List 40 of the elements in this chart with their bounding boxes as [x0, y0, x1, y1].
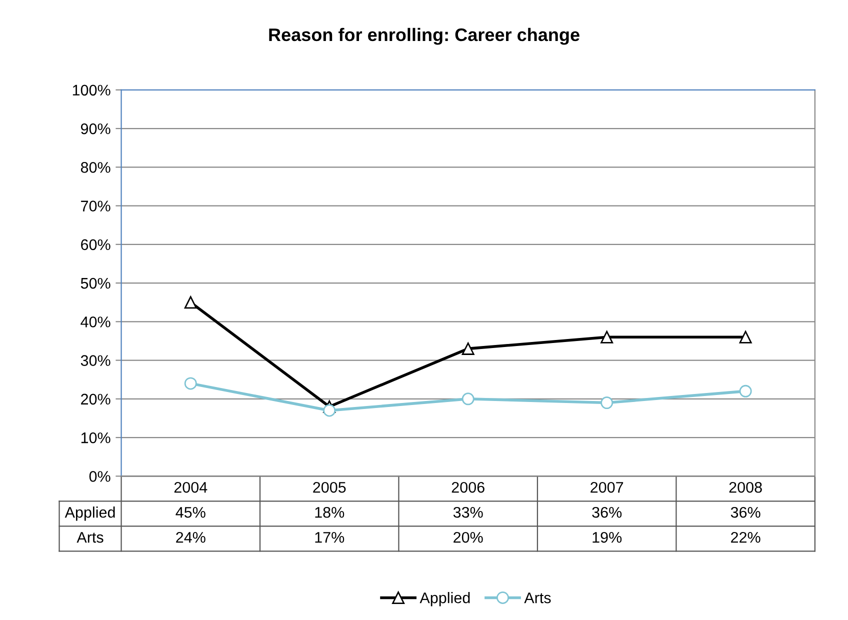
y-tick-label: 10% — [81, 432, 110, 444]
y-tick-label: 90% — [80, 123, 110, 134]
point — [323, 404, 336, 417]
point — [600, 330, 614, 344]
point — [462, 342, 474, 355]
data-label: 19% — [592, 532, 622, 543]
y-tick-label: 70% — [81, 200, 110, 212]
y-tick-label: 20% — [81, 394, 110, 405]
x-tick-label: 2004 — [174, 482, 208, 493]
text: Applied — [64, 506, 115, 521]
data-label: 33% — [453, 506, 483, 518]
x-tick-label: 2007 — [590, 482, 624, 493]
point — [739, 384, 752, 398]
y-tick-label: 100% — [72, 84, 110, 96]
x-tick-label: 2005 — [313, 482, 346, 493]
x-tick-label: 2008 — [729, 482, 762, 493]
data-label: 36% — [730, 506, 760, 518]
data-label: 24% — [176, 532, 206, 543]
y-tick-label: 80% — [80, 162, 110, 173]
data-label: 36% — [592, 506, 622, 518]
point — [600, 396, 614, 410]
y-tick-label: 50% — [80, 278, 110, 289]
data-label: 18% — [315, 506, 344, 518]
x-tick-label: 2006 — [452, 482, 484, 493]
point — [184, 296, 197, 309]
data-label: 22% — [731, 532, 760, 543]
legend-label: Arts — [524, 592, 551, 604]
y-tick-label: 60% — [81, 239, 110, 250]
text: Arts — [76, 532, 104, 543]
point — [462, 392, 474, 406]
data-label: 45% — [176, 507, 206, 518]
data-label: 17% — [315, 532, 344, 543]
point — [739, 330, 752, 344]
chart-title: Reason for enrolling: Career change — [269, 28, 580, 45]
y-tick-label: 0% — [89, 471, 110, 482]
y-tick-label: 40% — [80, 316, 110, 328]
data-label: 20% — [454, 532, 483, 543]
point — [184, 377, 197, 390]
y-tick-label: 30% — [80, 355, 110, 366]
legend-label: Applied — [420, 592, 470, 606]
